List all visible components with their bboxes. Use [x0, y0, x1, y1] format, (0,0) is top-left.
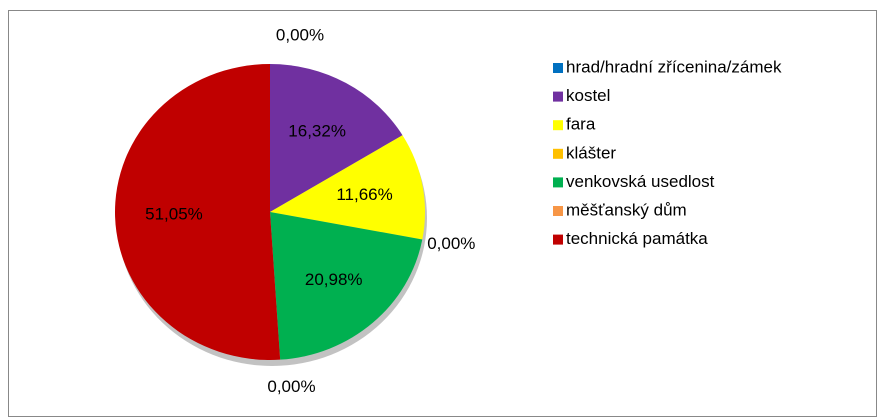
- pie-slice: [270, 64, 403, 212]
- data-label: 11,66%: [336, 185, 392, 204]
- data-label: 0,00%: [427, 234, 475, 253]
- data-label: 0,00%: [276, 25, 324, 44]
- legend-swatch: [553, 234, 563, 245]
- legend-label: venkovská usedlost: [566, 172, 715, 191]
- legend-swatch: [553, 148, 563, 159]
- legend-label: klášter: [566, 143, 616, 162]
- pie-slice: [270, 212, 423, 360]
- data-label: 20,98%: [305, 270, 363, 289]
- legend-swatch: [553, 206, 563, 216]
- pie-slice: [270, 135, 426, 240]
- legend-swatch: [553, 91, 563, 102]
- legend-swatch: [553, 63, 563, 73]
- legend-label: kostel: [566, 86, 610, 105]
- legend-swatch: [553, 120, 563, 131]
- legend-label: měšťanský dům: [566, 200, 687, 219]
- data-label: 16,32%: [288, 122, 346, 141]
- legend-label: hrad/hradní zřícenina/zámek: [566, 57, 782, 76]
- pie-slice: [114, 64, 281, 360]
- legend-label: technická památka: [566, 229, 708, 248]
- data-label: 0,00%: [267, 377, 315, 396]
- legend-label: fara: [566, 115, 596, 134]
- legend-swatch: [553, 177, 563, 188]
- data-label: 51,05%: [145, 204, 203, 223]
